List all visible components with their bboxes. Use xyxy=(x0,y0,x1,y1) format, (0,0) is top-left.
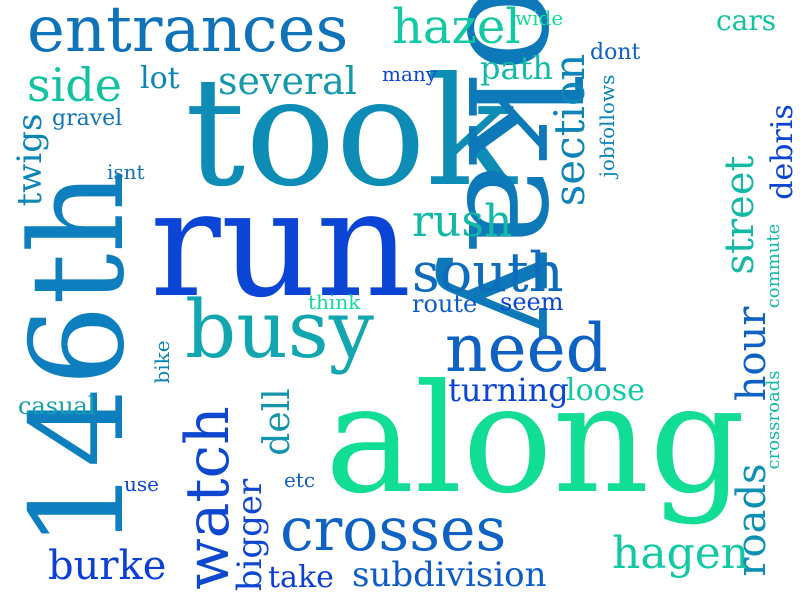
word-isnt: isnt xyxy=(107,160,145,184)
word-dell: dell xyxy=(257,388,298,456)
word-rush: rush xyxy=(412,196,513,247)
word-subdivision: subdivision xyxy=(352,555,547,595)
word-turning: turning xyxy=(448,371,569,409)
word-roads: roads xyxy=(729,463,775,577)
word-bigger: bigger xyxy=(230,478,270,592)
word-crosses: crosses xyxy=(280,495,507,565)
word-debris: debris xyxy=(765,104,800,200)
word-use: use xyxy=(124,472,159,496)
word-need: need xyxy=(445,310,608,387)
word-along: along xyxy=(325,353,746,527)
word-jobfollows: jobfollows xyxy=(595,74,619,178)
word-entrances: entrances xyxy=(27,0,349,67)
word-etc: etc xyxy=(284,468,316,492)
word-several: several xyxy=(218,59,357,103)
word-watch: watch xyxy=(173,406,243,590)
word-many: many xyxy=(382,62,438,86)
word-south: south xyxy=(412,241,564,304)
word-commute: commute xyxy=(763,223,784,309)
word-took: took xyxy=(185,46,517,220)
word-lot: lot xyxy=(140,61,180,96)
word-hagen: hagen xyxy=(612,528,750,579)
word-casual: casual xyxy=(18,392,96,420)
word-dont: dont xyxy=(590,40,641,65)
word-hazel: hazel xyxy=(392,0,521,55)
word-street: street xyxy=(717,155,763,275)
word-path: path xyxy=(480,49,554,87)
word-wide: wide xyxy=(515,6,564,30)
word-busy: busy xyxy=(185,283,374,376)
word-twigs: twigs xyxy=(10,113,50,207)
word-section: section xyxy=(545,53,594,207)
word-route: route xyxy=(412,290,478,318)
word-burke: burke xyxy=(48,543,167,589)
word-gravel: gravel xyxy=(52,106,123,131)
word-loose: loose xyxy=(566,373,645,408)
word-side: side xyxy=(27,58,122,112)
word-cars: cars xyxy=(716,4,777,37)
word-take: take xyxy=(268,560,334,595)
word-think: think xyxy=(308,290,361,314)
word-run: run xyxy=(150,158,412,330)
word-crossroads: crossroads xyxy=(763,370,784,470)
word-seem: seem xyxy=(500,288,564,316)
word-bike: bike xyxy=(150,340,174,384)
